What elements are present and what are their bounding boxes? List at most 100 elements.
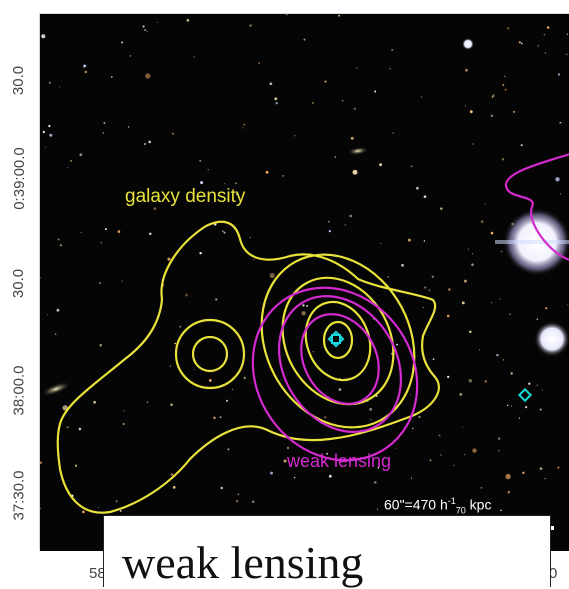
background-star: [541, 389, 543, 391]
background-star: [407, 238, 411, 242]
background-star: [465, 68, 468, 72]
diffraction-spike: [495, 240, 569, 244]
background-star: [122, 409, 125, 412]
background-star: [269, 272, 275, 279]
weak-lensing-contours: [251, 153, 569, 462]
background-star: [226, 399, 228, 402]
background-star: [461, 301, 465, 305]
background-star: [100, 242, 102, 244]
background-star: [145, 73, 151, 79]
background-star: [557, 466, 560, 469]
background-star: [213, 416, 216, 420]
background-star: [144, 143, 146, 145]
background-star: [447, 375, 450, 379]
background-star: [49, 133, 53, 137]
background-star: [424, 286, 427, 289]
background-star: [119, 509, 122, 513]
background-star: [40, 507, 41, 510]
background-star: [500, 509, 502, 512]
background-star: [448, 288, 451, 291]
background-star: [231, 388, 234, 390]
background-star: [327, 220, 330, 223]
weak-lensing-label: weak lensing: [287, 451, 392, 471]
background-star: [468, 379, 473, 383]
background-star: [82, 510, 85, 514]
background-star: [369, 408, 373, 411]
background-star: [251, 500, 255, 504]
background-star: [74, 464, 78, 467]
background-star: [352, 169, 358, 175]
background-star: [391, 48, 394, 51]
background-star: [469, 330, 472, 333]
background-star: [344, 224, 347, 226]
background-star: [179, 325, 182, 328]
background-star: [544, 477, 546, 480]
x-tick-label-left: 58: [89, 565, 106, 582]
background-star: [185, 293, 188, 297]
background-star: [502, 84, 505, 87]
background-star: [207, 169, 209, 171]
background-star: [270, 471, 273, 475]
background-star: [349, 214, 353, 218]
background-star: [275, 102, 278, 105]
background-star: [395, 448, 397, 450]
background-star: [153, 207, 157, 211]
sky-image: [40, 14, 569, 546]
background-star: [105, 228, 107, 231]
background-star: [555, 177, 560, 182]
background-star: [97, 506, 100, 509]
background-star: [353, 107, 356, 110]
y-tick-label-4: 38:00.0: [10, 364, 28, 416]
background-star: [99, 343, 102, 347]
background-star: [102, 132, 105, 134]
background-star: [566, 33, 568, 35]
background-star: [491, 302, 493, 304]
background-star: [484, 380, 487, 383]
background-star: [502, 359, 505, 361]
scale-bar-label: 60"=470 h-170 kpc: [384, 496, 492, 516]
background-star: [193, 368, 195, 370]
bright-star-2: [534, 321, 569, 357]
background-star: [149, 232, 152, 235]
background-star: [520, 144, 523, 147]
background-star: [79, 153, 83, 157]
background-star: [243, 376, 247, 380]
background-star: [513, 110, 516, 113]
background-star: [222, 230, 224, 232]
background-star: [208, 378, 212, 382]
background-star: [543, 34, 545, 36]
background-star: [518, 417, 521, 419]
background-star: [115, 500, 118, 503]
background-star: [148, 140, 151, 144]
background-star: [509, 313, 511, 315]
background-star: [480, 220, 484, 224]
background-star: [510, 372, 513, 375]
background-star: [54, 333, 57, 335]
background-star: [464, 454, 466, 456]
background-star: [467, 248, 469, 250]
background-star: [518, 41, 522, 44]
x-tick-label-right: 0: [549, 565, 558, 582]
background-star: [536, 384, 538, 386]
background-star: [338, 388, 342, 391]
background-star: [146, 401, 149, 403]
background-star: [193, 56, 196, 58]
sky-image-frame: galaxy density weak lensing 60"=470 h-17…: [39, 13, 569, 551]
background-star: [47, 314, 49, 316]
background-star: [389, 68, 391, 70]
background-star: [215, 298, 218, 301]
background-star: [282, 174, 285, 177]
background-star: [341, 99, 344, 102]
background-star: [324, 80, 327, 83]
background-star: [401, 263, 404, 267]
background-star: [303, 38, 306, 41]
background-star: [418, 415, 421, 419]
background-star: [420, 96, 423, 98]
density-contour-left-outer: [174, 318, 246, 390]
background-star: [387, 276, 390, 278]
background-star: [110, 76, 113, 78]
background-star: [522, 471, 525, 475]
background-star: [220, 486, 223, 490]
density-contour-left-inner: [191, 335, 229, 373]
background-star: [472, 448, 477, 453]
